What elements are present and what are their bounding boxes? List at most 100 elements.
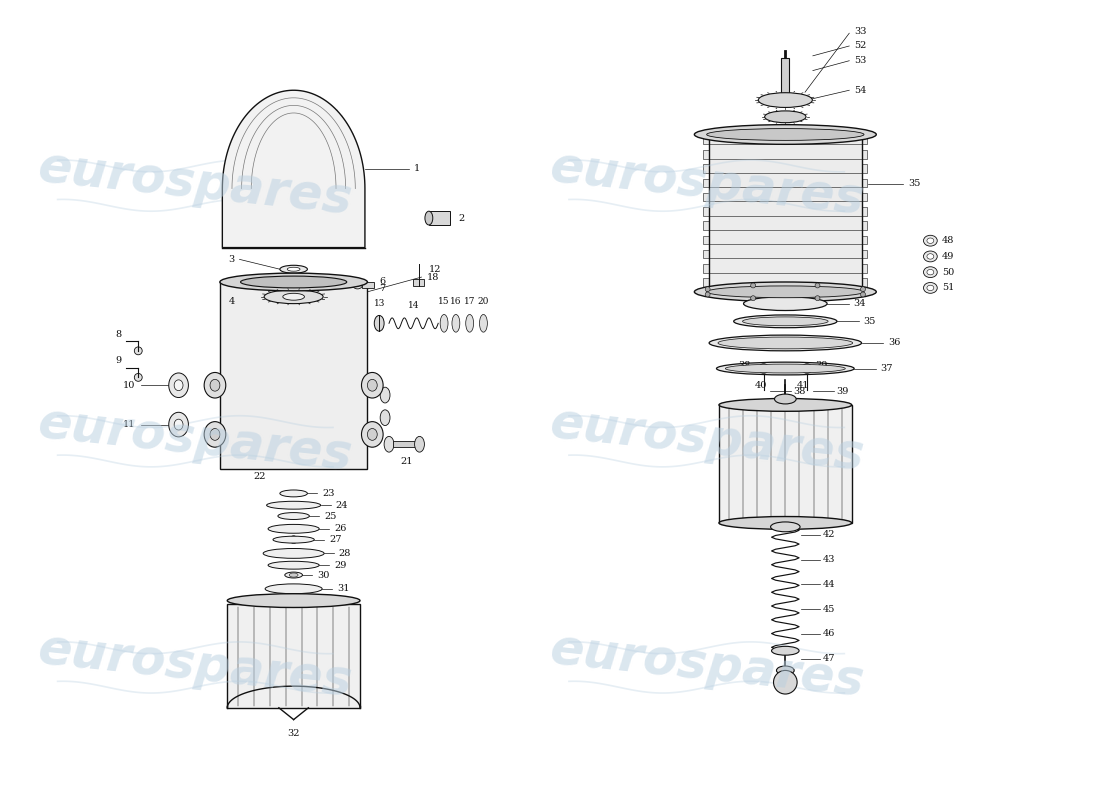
Bar [412,279,425,286]
Text: 8: 8 [116,330,121,338]
Text: 36: 36 [888,338,901,347]
Text: 17: 17 [464,297,475,306]
Circle shape [134,374,142,382]
Bar [703,193,710,202]
Ellipse shape [706,286,864,298]
Ellipse shape [716,362,855,375]
Text: 32: 32 [287,729,300,738]
Bar [861,264,868,273]
Ellipse shape [924,251,937,262]
Bar [861,178,868,187]
Ellipse shape [719,398,851,411]
Text: 30: 30 [317,570,330,579]
Circle shape [750,296,756,301]
Text: 4: 4 [229,297,234,306]
Ellipse shape [719,517,851,530]
Ellipse shape [924,235,937,246]
Ellipse shape [452,314,460,332]
Text: 24: 24 [336,501,348,510]
Ellipse shape [367,429,377,440]
Bar [703,278,710,287]
Ellipse shape [706,129,864,140]
Text: 38: 38 [738,361,751,370]
Ellipse shape [174,419,183,430]
Bar [393,442,415,447]
Text: 18: 18 [427,273,439,282]
Circle shape [759,364,769,374]
Ellipse shape [279,266,307,273]
Ellipse shape [353,281,363,289]
Text: 44: 44 [823,580,835,589]
Ellipse shape [265,584,322,594]
Ellipse shape [374,315,384,331]
Text: 28: 28 [339,549,351,558]
Ellipse shape [725,364,845,373]
Bar [861,164,868,173]
Bar [220,282,367,469]
Ellipse shape [744,297,827,310]
Text: 11: 11 [123,420,135,429]
Text: 39: 39 [836,386,849,396]
Ellipse shape [228,594,360,607]
Ellipse shape [694,125,877,144]
Ellipse shape [440,314,448,332]
Text: 45: 45 [823,605,835,614]
Bar [363,282,374,288]
Text: 42: 42 [823,530,835,539]
Bar [228,603,360,708]
Text: 26: 26 [334,524,346,534]
Ellipse shape [287,267,300,271]
Bar [703,207,710,216]
Ellipse shape [289,573,298,577]
Text: 54: 54 [855,86,867,94]
Ellipse shape [927,254,934,259]
Text: 10: 10 [123,381,135,390]
Ellipse shape [210,429,220,440]
Ellipse shape [927,285,934,290]
Bar [703,250,710,258]
Bar [703,178,710,187]
Text: 39: 39 [815,361,827,370]
Text: 15: 15 [438,297,450,306]
Bar [703,235,710,244]
Ellipse shape [220,273,367,291]
Ellipse shape [924,266,937,278]
Text: 6: 6 [379,277,385,286]
Text: 14: 14 [408,301,419,310]
Bar [703,164,710,173]
Bar [861,235,868,244]
Circle shape [815,296,820,301]
Ellipse shape [266,502,321,509]
Text: eurospares: eurospares [547,143,867,224]
Text: 52: 52 [855,42,867,50]
Ellipse shape [210,379,220,391]
Text: 9: 9 [116,356,121,365]
Ellipse shape [927,270,934,275]
Ellipse shape [268,524,319,534]
Ellipse shape [264,290,323,304]
Ellipse shape [718,337,852,349]
Ellipse shape [205,373,225,398]
Ellipse shape [465,314,474,332]
Ellipse shape [777,666,794,675]
Ellipse shape [362,422,383,447]
Ellipse shape [764,111,806,122]
Ellipse shape [480,314,487,332]
Circle shape [289,536,298,543]
Bar [703,222,710,230]
Text: 3: 3 [229,255,234,264]
Circle shape [802,364,812,374]
Text: 13: 13 [374,299,385,308]
Bar [861,207,868,216]
Ellipse shape [168,373,188,398]
Ellipse shape [734,315,837,328]
Text: 22: 22 [253,472,265,482]
Text: 27: 27 [329,535,341,544]
Ellipse shape [710,335,861,351]
Text: 47: 47 [823,654,835,663]
Ellipse shape [263,549,324,558]
Circle shape [860,286,866,292]
Text: 38: 38 [793,386,805,396]
Text: 53: 53 [855,56,867,66]
Ellipse shape [927,238,934,243]
